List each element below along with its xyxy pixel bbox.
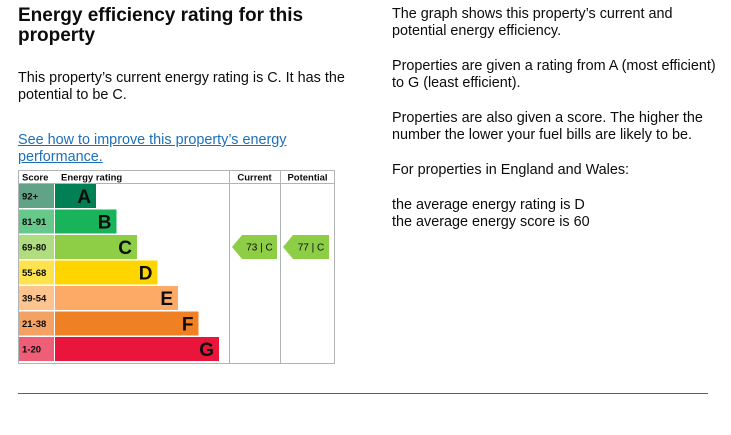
page-title: Energy efficiency rating for this proper… (18, 5, 304, 46)
band-f: 21-38 F (19, 311, 199, 336)
band-d-score-cell (19, 260, 54, 285)
band-c-score-cell (19, 235, 54, 259)
region-note: For properties in England and Wales: (392, 162, 630, 178)
rating-markers: 73 | C 77 | C (232, 235, 329, 259)
right-column: The graph shows this property’s current … (392, 6, 722, 231)
band-g-letter: G (199, 340, 214, 361)
rating-column-header: Energy rating (61, 173, 122, 184)
current-rating-arrow (232, 235, 277, 259)
rating-bands: 92+ A 81-91 B 69-80 C 55-68 D 39-54 E 21-38 F 1-20 G (19, 184, 219, 361)
band-d-bar (55, 260, 158, 285)
current-rating-label: 73 | C (246, 243, 273, 254)
band-c-bar (55, 235, 137, 259)
band-c: 69-80 C (19, 235, 137, 259)
band-b-score-cell (19, 209, 54, 234)
left-column: Energy efficiency rating for this proper… (18, 6, 348, 166)
potential-rating-label: 77 | C (298, 243, 325, 254)
current-rating-marker: 73 | C (232, 235, 277, 259)
band-c-score: 69-80 (22, 243, 46, 254)
band-f-score: 21-38 (22, 319, 46, 330)
band-a-score-cell (19, 184, 54, 208)
band-e-bar (55, 286, 178, 310)
rating-range-description: Properties are given a rating from A (mo… (392, 58, 716, 91)
current-column-header: Current (237, 173, 272, 184)
average-score: the average energy score is 60 (392, 214, 590, 230)
band-a-letter: A (77, 187, 91, 208)
band-g-bar (55, 337, 219, 361)
band-e-letter: E (160, 289, 173, 310)
band-g-score: 1-20 (22, 345, 41, 356)
score-description: Properties are also given a score. The h… (392, 110, 703, 143)
band-c-letter: C (118, 238, 132, 259)
average-rating: the average energy rating is D (392, 197, 585, 213)
energy-rating-chart: Score Energy rating Current Potential 92… (18, 170, 335, 364)
band-b: 81-91 B (19, 209, 117, 234)
band-e-score: 39-54 (22, 294, 47, 305)
band-b-letter: B (98, 213, 112, 234)
band-e-score-cell (19, 286, 54, 310)
band-a-bar (55, 184, 96, 208)
current-rating-text: This property’s current energy rating is… (18, 70, 345, 103)
band-d-letter: D (139, 264, 153, 285)
section-divider (18, 393, 708, 394)
potential-column-header: Potential (287, 173, 327, 184)
band-f-letter: F (182, 315, 194, 336)
band-a-score: 92+ (22, 192, 39, 203)
potential-rating-arrow (283, 235, 329, 259)
band-b-bar (55, 209, 117, 234)
improve-performance-link[interactable]: See how to improve this property’s energ… (18, 132, 287, 165)
band-e: 39-54 E (19, 286, 178, 310)
potential-rating-marker: 77 | C (283, 235, 329, 259)
band-b-score: 81-91 (22, 217, 47, 228)
graph-description: The graph shows this property’s current … (392, 6, 673, 39)
band-d-score: 55-68 (22, 268, 46, 279)
band-d: 55-68 D (19, 260, 158, 285)
band-g: 1-20 G (19, 337, 219, 361)
score-column-header: Score (22, 173, 48, 184)
band-f-bar (55, 311, 199, 336)
band-f-score-cell (19, 311, 54, 336)
band-g-score-cell (19, 337, 54, 361)
band-a: 92+ A (19, 184, 96, 208)
